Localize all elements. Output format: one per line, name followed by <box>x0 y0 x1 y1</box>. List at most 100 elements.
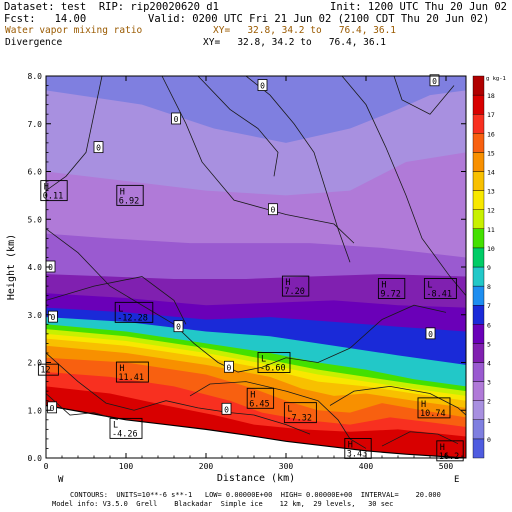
extremum-marker: L <box>113 420 118 430</box>
colorbar-swatch <box>472 228 485 249</box>
y-tick-label: 8.0 <box>28 72 43 81</box>
divergence-contour <box>197 76 279 177</box>
colorbar-label: 15 <box>487 149 495 157</box>
contour-label: 0 <box>428 330 433 339</box>
forecast-label: Fcst: 14.00 <box>4 13 87 25</box>
contour-label-box <box>429 74 440 87</box>
contour-label: 0 <box>174 115 179 124</box>
y-tick-label: 0.0 <box>28 454 43 463</box>
extremum-value: 7.20 <box>284 287 304 297</box>
colorbar-label: 18 <box>487 92 495 100</box>
divergence-contour <box>189 381 367 449</box>
colorbar-swatch <box>472 438 485 459</box>
divergence-contour <box>46 228 447 373</box>
extremum-marker: H <box>348 440 353 450</box>
y-tick-label: 7.0 <box>28 120 43 129</box>
extremum-box <box>423 278 457 299</box>
extremum-marker: L <box>261 355 266 365</box>
y-tick-label: 6.0 <box>28 168 43 177</box>
contour-label: 0 <box>270 206 275 215</box>
colorbar-label: 16 <box>487 130 495 138</box>
divergence-contour <box>161 76 355 244</box>
colorbar-swatch <box>472 381 485 401</box>
field1-name: Water vapor mixing ratio <box>5 25 143 36</box>
colorbar-label: 1 <box>487 417 491 425</box>
colorbar-swatch <box>472 324 485 344</box>
y-tick-label: 5.0 <box>28 215 43 224</box>
colorbar-swatch <box>472 209 485 229</box>
extremum-marker: H <box>119 364 124 374</box>
colorbar-unit: g kg-1 <box>486 76 506 82</box>
extremum-box <box>114 301 154 323</box>
contour-label-box <box>47 401 57 414</box>
colorbar-swatch <box>472 94 485 115</box>
valid-label: Valid: 0200 UTC Fri 21 Jun 02 (2100 CDT … <box>148 13 490 25</box>
colorbar-label: 6 <box>487 321 491 329</box>
colorbar-swatch <box>472 113 485 134</box>
extremum-value: 6.45 <box>249 399 269 409</box>
colorbar-swatch <box>472 305 485 325</box>
contour-label-box <box>223 360 234 373</box>
colorbar-label: 12 <box>487 207 495 215</box>
contour-label-box <box>257 79 268 91</box>
contour-info: CONTOURS: UNITS=10**-6 s**-1 LOW= 0.0000… <box>70 491 441 499</box>
colorbar-label: 8 <box>487 283 491 291</box>
extremum-value: 11.41 <box>118 373 144 383</box>
colorbar-swatch <box>472 419 485 440</box>
east-label: E <box>454 475 459 485</box>
colorbar-label: 4 <box>487 360 491 368</box>
colorbar-label: 10 <box>487 245 495 253</box>
colorbar-swatch <box>472 285 485 306</box>
contour-label-box <box>48 310 58 323</box>
colorbar-label: 17 <box>487 111 495 119</box>
colorbar-swatch <box>472 400 485 421</box>
extremum-value: 0.11 <box>43 192 63 202</box>
colorbar-label: 14 <box>487 169 495 177</box>
terrain-line <box>46 404 466 458</box>
contour-label-box <box>267 203 278 216</box>
extremum-box <box>283 402 317 424</box>
contour-label: 0 <box>50 404 55 413</box>
axes: 0.0 1.0 2.0 3.0 4.0 5.0 6.0 7.0 8.0 0 100 200 300 400… <box>6 72 467 485</box>
extremum-box <box>417 397 451 419</box>
colorbar-swatch <box>472 152 485 172</box>
extremum-marker: H <box>381 280 386 290</box>
x-tick-label: 200 <box>199 462 214 471</box>
contour-label-box <box>173 320 184 333</box>
divergence-contour <box>46 352 311 435</box>
divergence-contour <box>46 393 119 421</box>
contour-label-box <box>171 112 182 125</box>
extremum-value: -12.28 <box>117 313 148 323</box>
divergence-contours <box>46 76 466 449</box>
colorbar-swatch <box>472 343 485 363</box>
extremum-box <box>37 363 59 376</box>
contour-label: 0 <box>50 313 55 322</box>
extremum-marker: L <box>287 405 292 415</box>
y-tick-label: 2.0 <box>28 359 43 368</box>
colorbar-swatch <box>472 266 485 287</box>
divergence-contour <box>381 431 459 447</box>
dataset-label: Dataset: test RIP: rip20020620 d1 <box>4 1 219 13</box>
contour-label: 0 <box>224 405 229 414</box>
extremum-value: 9.72 <box>380 289 400 299</box>
extremum-marker: L <box>427 280 432 290</box>
colorbar-label: 7 <box>487 302 491 310</box>
extremum-value: 10.74 <box>420 409 446 419</box>
extremum-value: -7.32 <box>286 414 312 424</box>
colorbar-swatch <box>472 75 485 96</box>
extremum-box <box>109 417 143 439</box>
colorbar-label: 13 <box>487 188 495 196</box>
x-tick-label: 400 <box>359 462 374 471</box>
extremum-marker: H <box>285 278 290 288</box>
contour-label-box <box>425 327 436 340</box>
colorbar-label: 11 <box>487 226 495 234</box>
contour-label: 0 <box>226 363 231 372</box>
y-tick-label: 4.0 <box>28 263 43 272</box>
contour-label-box <box>93 141 104 154</box>
field2-name: Divergence <box>5 37 63 48</box>
colorbar-swatch <box>472 190 485 210</box>
divergence-contour <box>393 76 455 115</box>
extremum-box <box>246 387 275 409</box>
extremum-box <box>115 361 149 383</box>
